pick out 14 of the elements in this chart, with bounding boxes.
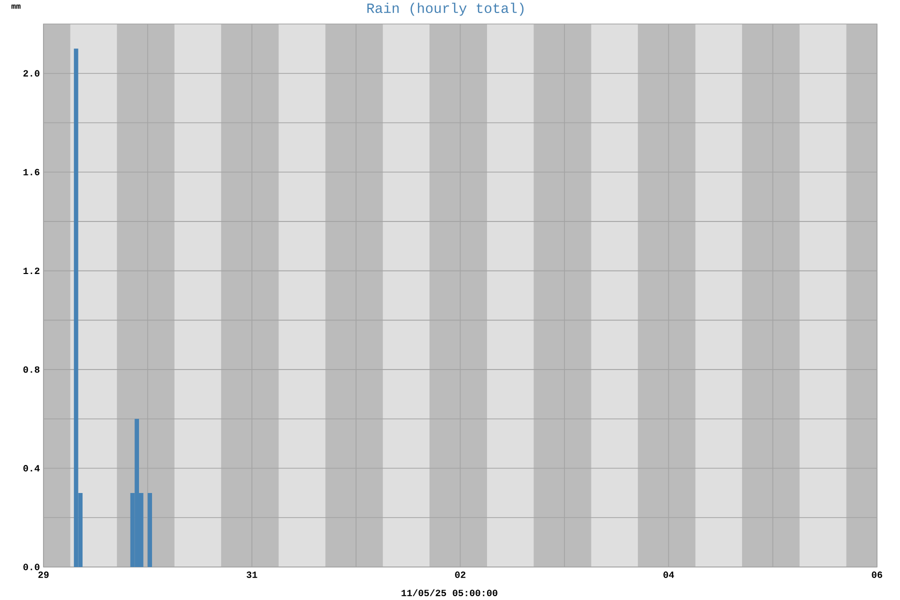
x-tick-label: 04: [663, 572, 674, 578]
chart-title: Rain (hourly total): [367, 2, 524, 16]
x-tick-label: 02: [455, 572, 466, 578]
y-axis-title: mm: [11, 4, 20, 9]
y-tick-label: 2.0: [23, 70, 40, 77]
x-tick-label: 06: [872, 572, 882, 578]
y-tick-label: 0.0: [23, 564, 40, 570]
x-axis-title: 11/05/25 05:00:00: [402, 589, 498, 596]
y-tick-label: 1.6: [24, 168, 40, 176]
x-tick-label: 29: [38, 572, 49, 578]
y-tick-label: 0.4: [23, 465, 40, 472]
y-tick-label: 0.8: [23, 366, 40, 373]
y-tick-label: 1.2: [24, 268, 40, 274]
x-tick-label: 31: [246, 572, 258, 578]
